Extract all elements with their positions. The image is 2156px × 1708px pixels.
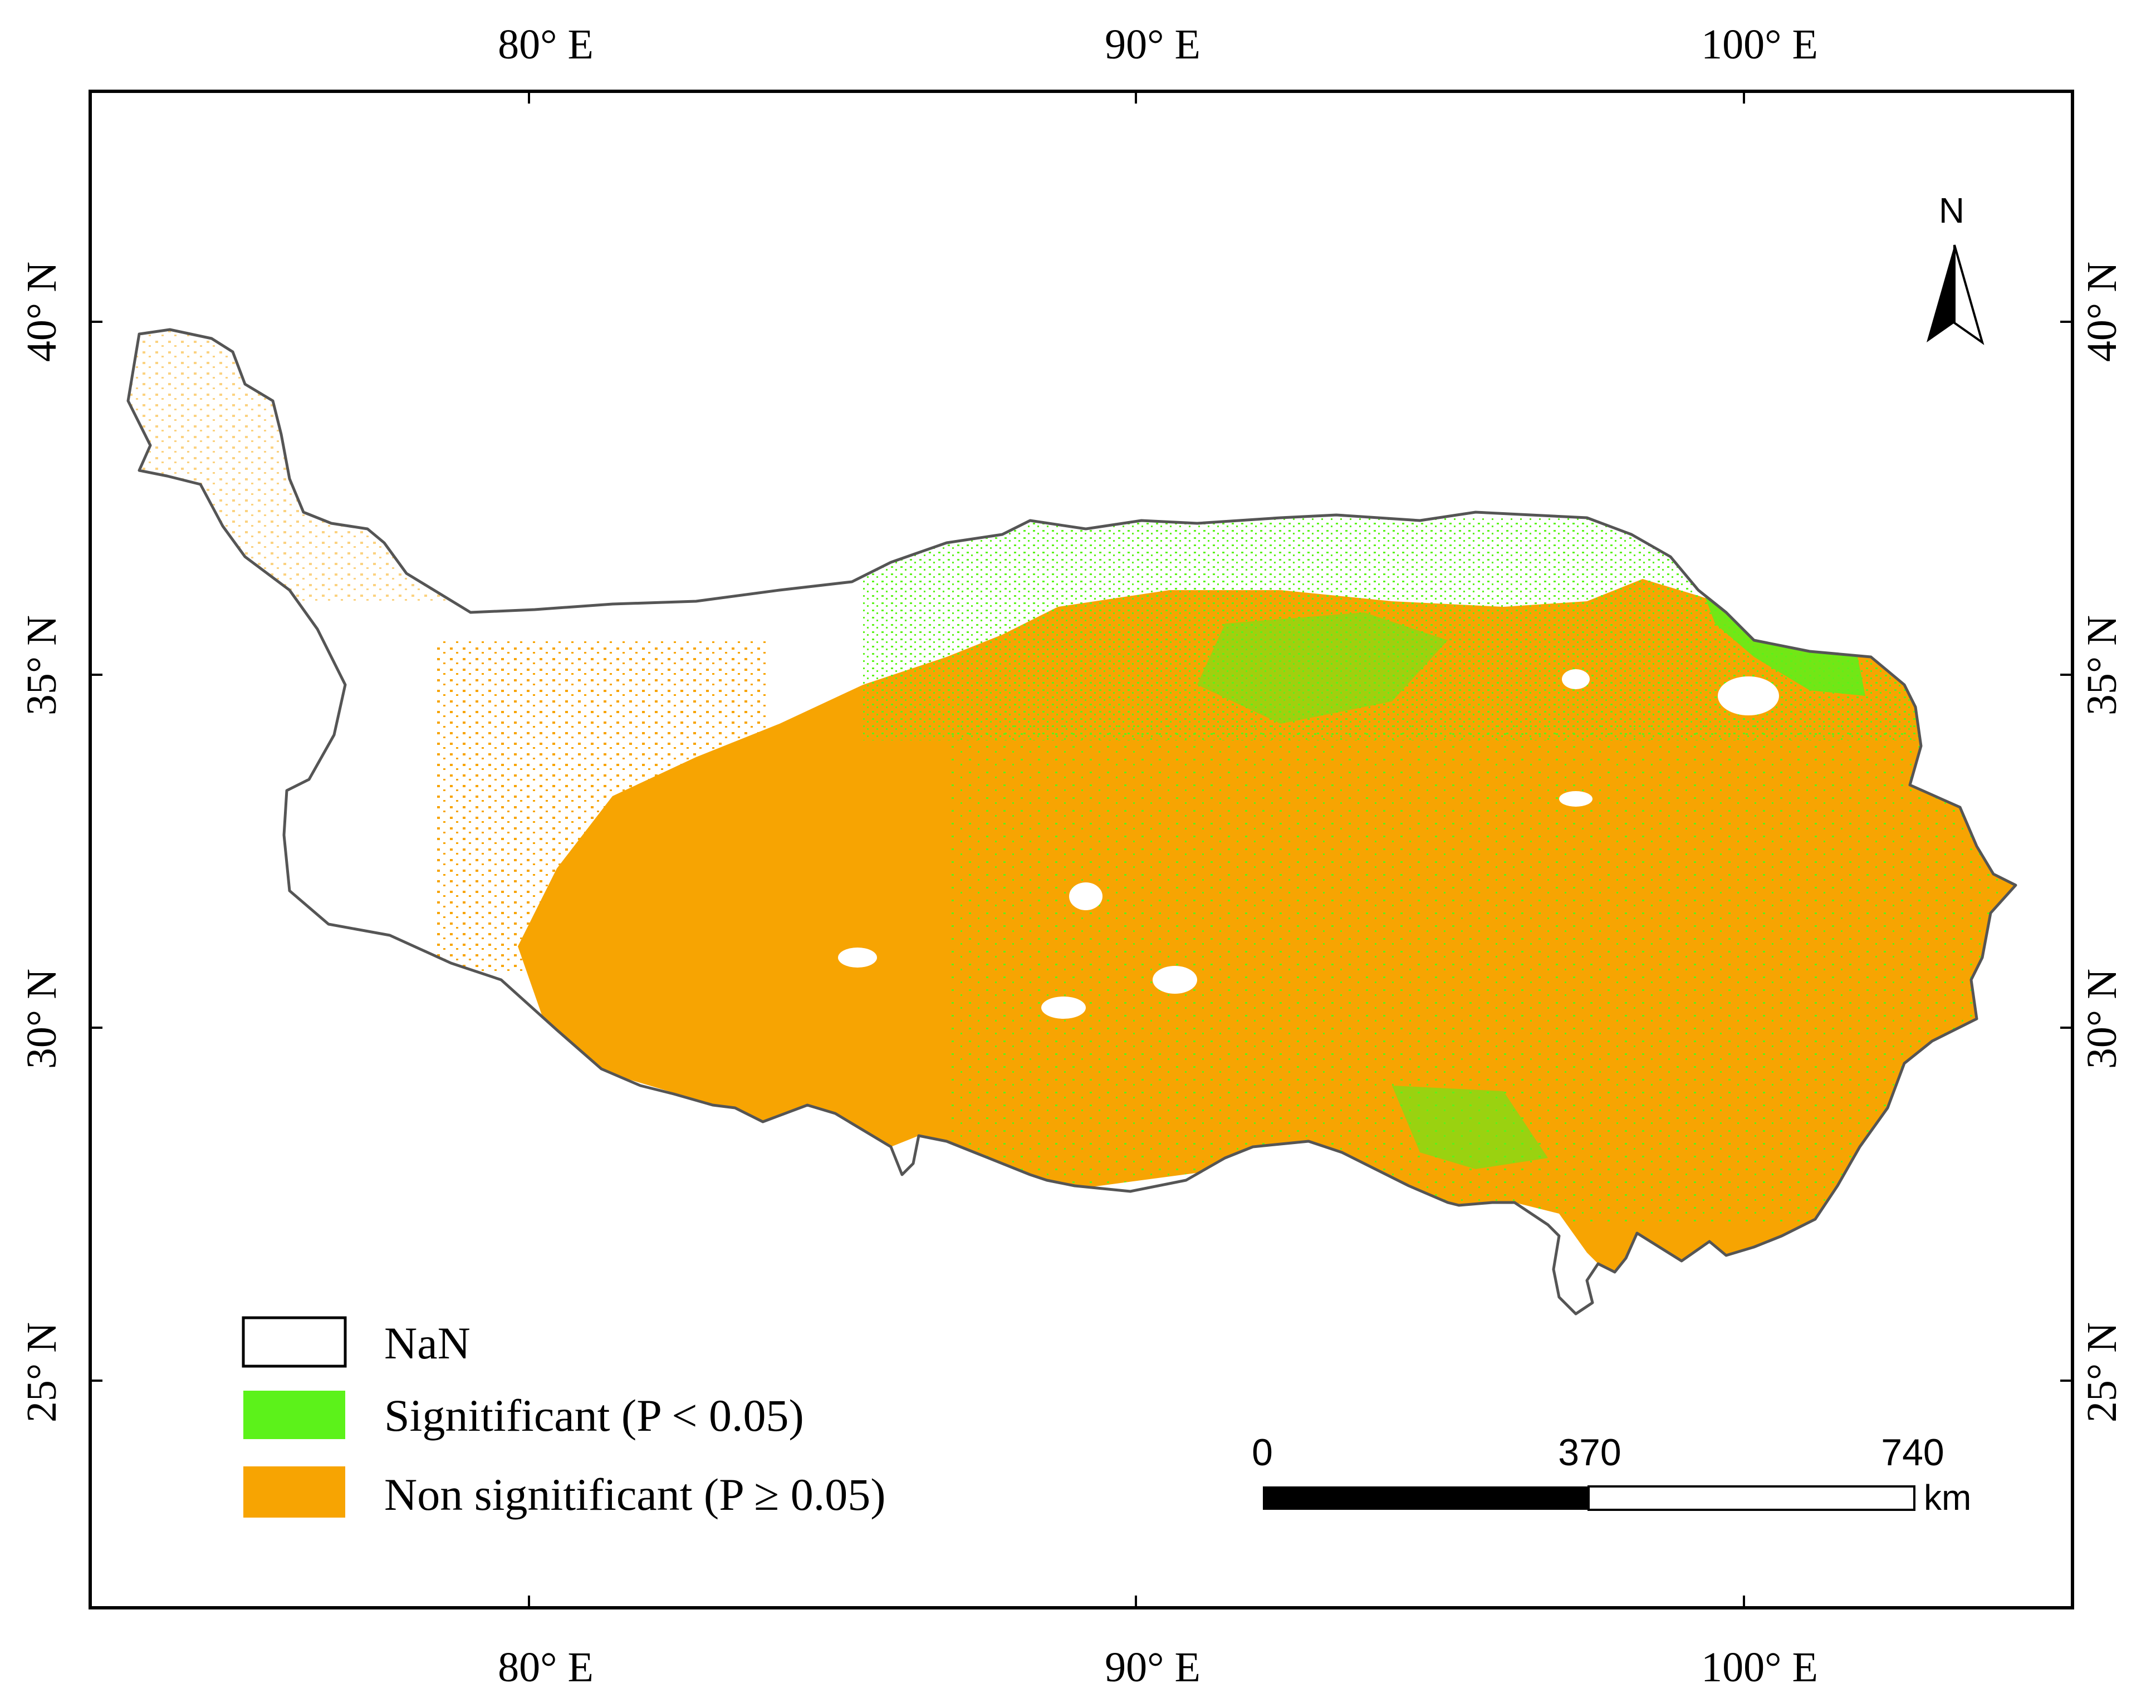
green-patch-north-central bbox=[1197, 612, 1448, 724]
lon-label-90-top: 90° E bbox=[1105, 21, 1200, 68]
lat-label-25-right: 25° N bbox=[2079, 1322, 2125, 1422]
legend-label-non-significant: Non signitificant (P ≥ 0.05) bbox=[384, 1469, 886, 1520]
lat-label-25-left: 25° N bbox=[18, 1322, 65, 1422]
scale-tick-370: 370 bbox=[1558, 1431, 1621, 1474]
left-latitude-labels: 40° N 35° N 30° N 25° N bbox=[18, 262, 65, 1422]
legend-swatch-nan bbox=[242, 1316, 347, 1368]
scale-tick-0: 0 bbox=[1252, 1431, 1273, 1474]
north-arrow-icon bbox=[1927, 245, 1954, 342]
lat-label-30-left: 30° N bbox=[18, 969, 65, 1069]
scale-bar: 0 370 740 km bbox=[1252, 1431, 1971, 1518]
lon-label-80-bottom: 80° E bbox=[498, 1644, 594, 1691]
legend-label-significant: Signitificant (P < 0.05) bbox=[384, 1390, 804, 1441]
white-gap-lake-6 bbox=[1069, 882, 1102, 910]
scale-bar-filled bbox=[1263, 1486, 1589, 1510]
lon-label-80-top: 80° E bbox=[498, 21, 594, 68]
white-gap-lake-5 bbox=[1041, 997, 1086, 1019]
lat-label-40-left: 40° N bbox=[18, 262, 65, 362]
scale-unit: km bbox=[1924, 1478, 1971, 1518]
legend: NaN Signitificant (P < 0.05) Non signiti… bbox=[242, 1316, 886, 1520]
legend-label-nan: NaN bbox=[384, 1318, 471, 1368]
lat-label-35-left: 35° N bbox=[18, 615, 65, 715]
scale-bar-empty bbox=[1587, 1485, 1915, 1511]
white-gap-lake-2 bbox=[1562, 669, 1590, 689]
north-arrow: N bbox=[1927, 190, 1984, 345]
graticule-ticks bbox=[90, 91, 2072, 1608]
plateau-outline bbox=[126, 328, 2017, 1316]
white-gap-lake-4 bbox=[1153, 966, 1197, 994]
top-longitude-labels: 80° E 90° E 100° E bbox=[498, 21, 1818, 68]
green-patch-south bbox=[1392, 1086, 1548, 1169]
bottom-longitude-labels: 80° E 90° E 100° E bbox=[498, 1644, 1818, 1691]
legend-swatch-non-significant bbox=[243, 1466, 345, 1518]
western-scatter bbox=[434, 640, 768, 974]
white-gap-lake-1 bbox=[1718, 676, 1779, 715]
north-arrow-label: N bbox=[1939, 190, 1964, 230]
legend-swatch-significant bbox=[243, 1391, 345, 1439]
lon-label-100-top: 100° E bbox=[1701, 21, 1818, 68]
right-latitude-labels: 40° N 35° N 30° N 25° N bbox=[2079, 262, 2125, 1422]
lat-label-30-right: 30° N bbox=[2079, 969, 2125, 1069]
white-gap-lake-3 bbox=[1559, 791, 1592, 807]
scale-tick-740: 740 bbox=[1881, 1431, 1944, 1474]
lat-label-35-right: 35° N bbox=[2079, 615, 2125, 715]
lon-label-90-bottom: 90° E bbox=[1105, 1644, 1200, 1691]
white-gap-lake-7 bbox=[838, 948, 877, 968]
lon-label-100-bottom: 100° E bbox=[1701, 1644, 1818, 1691]
lat-label-40-right: 40° N bbox=[2079, 262, 2125, 362]
